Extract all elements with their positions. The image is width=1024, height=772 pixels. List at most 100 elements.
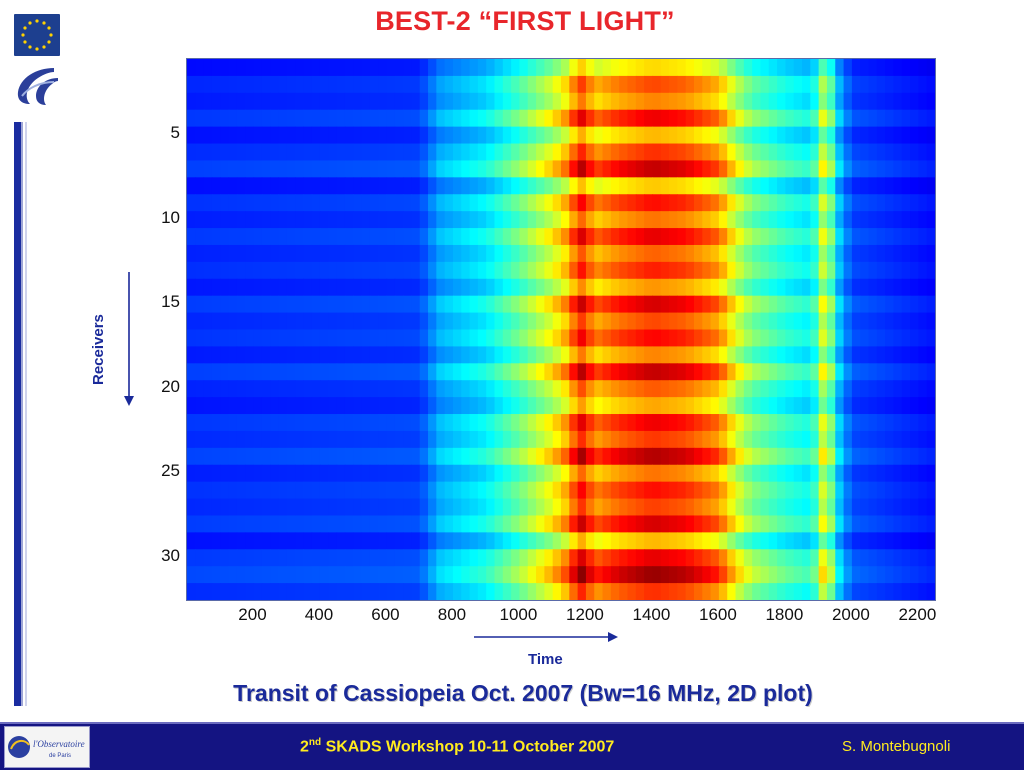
heatmap-cell bbox=[469, 481, 479, 500]
heatmap-cell bbox=[328, 177, 338, 195]
heatmap-cell bbox=[436, 464, 446, 483]
heatmap-cell bbox=[660, 380, 670, 398]
heatmap-cell bbox=[735, 109, 745, 128]
heatmap-cell bbox=[669, 498, 678, 517]
heatmap-cell bbox=[785, 380, 795, 398]
heatmap-cell bbox=[577, 143, 587, 162]
heatmap-cell bbox=[569, 583, 579, 600]
heatmap-cell bbox=[644, 397, 654, 415]
heatmap-cell bbox=[511, 75, 521, 94]
heatmap-cell bbox=[768, 312, 778, 331]
heatmap-cell bbox=[428, 414, 437, 432]
heatmap-cell bbox=[203, 109, 213, 128]
heatmap-cell bbox=[602, 583, 612, 600]
heatmap-cell bbox=[419, 160, 429, 178]
heatmap-cell bbox=[610, 244, 620, 263]
heatmap-cell bbox=[369, 430, 379, 449]
heatmap-cell bbox=[328, 430, 338, 449]
heatmap-cell bbox=[295, 397, 304, 415]
heatmap-cell bbox=[527, 261, 537, 280]
heatmap-cell bbox=[876, 92, 886, 111]
heatmap-cell bbox=[577, 346, 587, 364]
heatmap-cell bbox=[627, 75, 637, 94]
heatmap-cell bbox=[901, 532, 911, 550]
heatmap-cell bbox=[843, 397, 853, 415]
heatmap-cell bbox=[685, 414, 695, 432]
heatmap-cell bbox=[685, 177, 695, 195]
heatmap-cell bbox=[693, 92, 703, 111]
heatmap-cell bbox=[577, 380, 587, 398]
heatmap-cell bbox=[669, 380, 678, 398]
heatmap-cell bbox=[918, 211, 928, 229]
heatmap-cell bbox=[344, 194, 354, 212]
heatmap-cell bbox=[885, 414, 895, 432]
heatmap-cell bbox=[353, 380, 363, 398]
heatmap-cell bbox=[295, 194, 304, 212]
heatmap-cell bbox=[236, 430, 246, 449]
heatmap-cell bbox=[602, 329, 612, 348]
heatmap-cell bbox=[652, 464, 662, 483]
heatmap-cell bbox=[710, 447, 720, 466]
heatmap-cell bbox=[220, 228, 230, 246]
heatmap-cell bbox=[494, 177, 504, 195]
heatmap-cell bbox=[569, 228, 579, 246]
heatmap-cell bbox=[419, 380, 429, 398]
heatmap-cell bbox=[295, 566, 304, 584]
heatmap-cell bbox=[411, 92, 421, 111]
heatmap-cell bbox=[286, 92, 296, 111]
heatmap-cell bbox=[619, 380, 629, 398]
heatmap-cell bbox=[818, 92, 828, 111]
heatmap-cell bbox=[660, 346, 670, 364]
heatmap-cell bbox=[486, 177, 496, 195]
heatmap-cell bbox=[295, 380, 304, 398]
heatmap-cell bbox=[336, 75, 346, 94]
heatmap-cell bbox=[511, 583, 521, 600]
heatmap-cell bbox=[569, 464, 579, 483]
heatmap-cell bbox=[527, 126, 537, 145]
heatmap-cell bbox=[236, 515, 246, 533]
heatmap-cell bbox=[561, 447, 570, 466]
heatmap-cell bbox=[245, 75, 255, 94]
heatmap-cell bbox=[918, 126, 928, 145]
heatmap-cell bbox=[802, 363, 811, 381]
heatmap-cell bbox=[585, 346, 595, 364]
heatmap-cell bbox=[735, 447, 745, 466]
heatmap-cell bbox=[411, 532, 421, 550]
heatmap-cell bbox=[777, 380, 786, 398]
heatmap-cell bbox=[411, 143, 421, 162]
heatmap-cell bbox=[502, 261, 512, 280]
heatmap-cell bbox=[461, 75, 471, 94]
heatmap-cell bbox=[344, 380, 354, 398]
heatmap-cell bbox=[452, 59, 462, 77]
heatmap-cell bbox=[344, 515, 354, 533]
heatmap-cell bbox=[594, 177, 604, 195]
heatmap-cell bbox=[236, 75, 246, 94]
heatmap-cell bbox=[585, 397, 595, 415]
heatmap-cell bbox=[669, 177, 678, 195]
heatmap-cell bbox=[336, 228, 346, 246]
heatmap-cell bbox=[428, 498, 437, 517]
heatmap-cell bbox=[261, 143, 271, 162]
heatmap-cell bbox=[702, 109, 712, 128]
heatmap-cell bbox=[336, 515, 346, 533]
heatmap-cell bbox=[461, 244, 471, 263]
heatmap-cell bbox=[286, 583, 296, 600]
heatmap-cell bbox=[228, 532, 238, 550]
heatmap-cell bbox=[727, 211, 737, 229]
heatmap-cell bbox=[394, 244, 404, 263]
heatmap-cell bbox=[743, 244, 753, 263]
heatmap-cell bbox=[502, 143, 512, 162]
heatmap-cell bbox=[793, 244, 803, 263]
heatmap-cell bbox=[561, 59, 570, 77]
heatmap-cell bbox=[743, 414, 753, 432]
heatmap-cell bbox=[760, 59, 770, 77]
slide-title: BEST-2 “FIRST LIGHT” bbox=[375, 6, 675, 36]
heatmap-cell bbox=[760, 261, 770, 280]
heatmap-cell bbox=[303, 75, 313, 94]
heatmap-cell bbox=[361, 278, 371, 297]
heatmap-cell bbox=[236, 244, 246, 263]
heatmap-cell bbox=[727, 515, 737, 533]
heatmap-cell bbox=[536, 532, 545, 550]
heatmap-cell bbox=[577, 126, 587, 145]
heatmap-cell bbox=[851, 177, 861, 195]
